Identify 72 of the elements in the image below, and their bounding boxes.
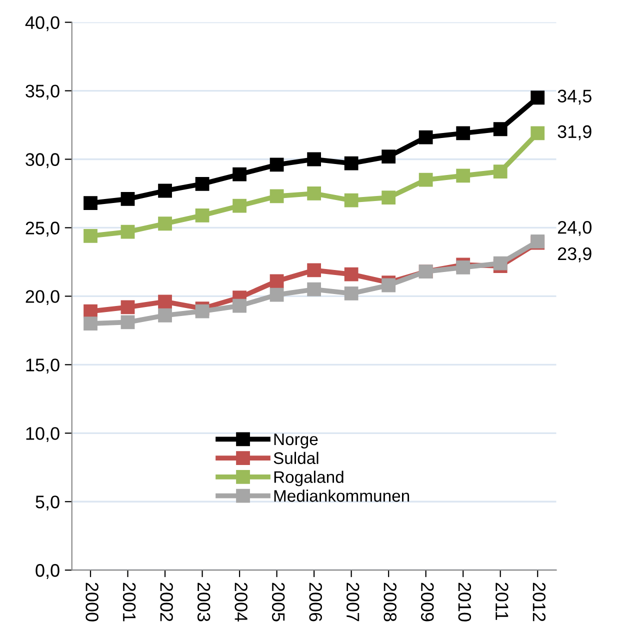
point	[382, 150, 396, 164]
x-tick-label: 2005	[272, 582, 285, 622]
y-tick-label: 20,0	[26, 290, 60, 306]
point	[530, 90, 545, 105]
point	[195, 208, 210, 222]
point	[158, 308, 172, 322]
point	[382, 278, 396, 292]
point	[307, 152, 322, 166]
x-tick-label: 2001	[122, 582, 136, 622]
point	[120, 300, 135, 314]
point	[84, 229, 98, 243]
point	[232, 198, 246, 213]
x-tick-label: 2007	[346, 582, 360, 622]
x-tick-label: 2003	[197, 582, 210, 622]
point	[307, 282, 322, 296]
point	[418, 130, 433, 144]
point	[232, 298, 246, 313]
y-tick-label: 30,0	[26, 153, 60, 168]
x-tick-label: 2011	[496, 582, 508, 620]
point	[158, 294, 172, 309]
x-tick-label: 2010	[458, 582, 472, 622]
point	[382, 190, 396, 205]
data-label: 34,5	[558, 90, 592, 105]
x-tick-label: 2002	[160, 582, 173, 622]
point	[344, 286, 358, 300]
point	[158, 184, 172, 198]
y-tick-label: 40,0	[25, 16, 60, 32]
x-tick-label: 2009	[420, 582, 434, 622]
point	[120, 315, 135, 330]
point	[418, 172, 433, 187]
point	[270, 189, 284, 204]
x-tick-label: 2012	[532, 582, 546, 622]
y-tick-label: 15,0	[26, 358, 60, 374]
legend-label: Norge	[274, 434, 318, 449]
point	[84, 316, 98, 331]
data-label: 24,0	[558, 220, 592, 236]
point	[344, 156, 358, 170]
x-tick-label: 2008	[384, 582, 397, 622]
point	[307, 263, 322, 278]
point	[456, 260, 470, 274]
point	[84, 196, 98, 210]
x-tick-label: 2006	[309, 582, 322, 622]
point	[120, 224, 135, 239]
point	[158, 216, 172, 231]
x-tick-label: 2004	[234, 582, 248, 622]
point	[270, 288, 284, 302]
y-tick-label: 35,0	[26, 84, 60, 100]
point	[493, 164, 508, 179]
legend-label: Rogaland	[274, 470, 344, 486]
point	[307, 186, 322, 200]
y-tick-label: 10,0	[26, 427, 60, 442]
point	[270, 158, 284, 172]
point	[232, 167, 246, 182]
x-tick-label: 2000	[86, 582, 98, 622]
data-label: 31,9	[558, 125, 592, 140]
point	[493, 256, 508, 270]
point	[493, 122, 508, 136]
y-tick-label: 25,0	[26, 222, 60, 237]
y-tick-label: 5,0	[36, 496, 60, 510]
point	[344, 267, 358, 282]
point	[195, 176, 210, 191]
point	[120, 192, 135, 206]
point	[344, 193, 358, 208]
point	[270, 274, 284, 288]
legend-label: Mediankommunen	[274, 490, 410, 502]
point	[456, 168, 470, 183]
point	[195, 304, 210, 318]
y-tick-label: 0,0	[36, 564, 60, 579]
legend-label: Suldal	[274, 452, 318, 464]
data-label: 23,9	[558, 247, 592, 262]
point	[456, 126, 470, 140]
point	[530, 126, 545, 140]
